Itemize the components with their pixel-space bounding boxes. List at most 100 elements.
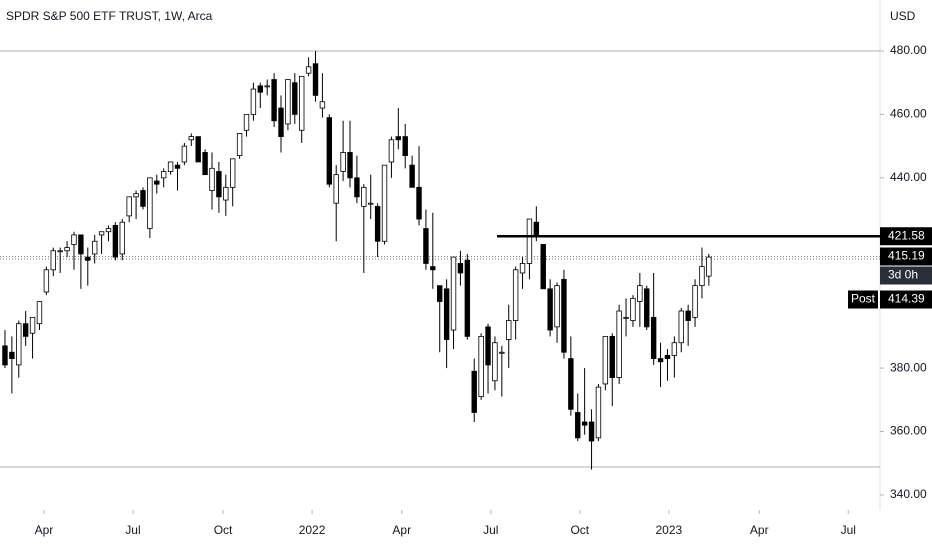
candle-body <box>374 205 381 242</box>
candle-body <box>216 171 222 198</box>
candle-body <box>16 323 22 366</box>
candle-body <box>264 85 270 88</box>
candle-body <box>450 256 457 331</box>
x-tick-label: Jul <box>125 523 140 537</box>
countdown-tag-bg <box>880 266 932 285</box>
candle-body <box>78 234 84 255</box>
candle-body <box>464 259 471 337</box>
candle-body <box>664 355 671 359</box>
candle-body <box>285 79 291 125</box>
candle-body <box>2 345 8 366</box>
candle-body <box>395 136 402 141</box>
candle-body <box>512 269 519 321</box>
last-price-tag-bg <box>880 247 932 266</box>
candle-body <box>630 297 636 321</box>
candle-body <box>22 323 29 337</box>
candle-body <box>547 288 553 331</box>
candle-body <box>257 85 264 93</box>
candle-body <box>347 152 353 179</box>
candle-body <box>575 412 581 439</box>
y-tick-label: 440.00 <box>890 170 927 184</box>
candle-body <box>616 310 622 379</box>
candle-body <box>340 152 346 172</box>
candle-body <box>85 256 91 261</box>
candle-body <box>588 421 595 442</box>
candle-body <box>50 250 56 271</box>
candle-body <box>271 79 277 122</box>
candle-body <box>326 117 333 185</box>
candle-body <box>533 221 540 236</box>
candle-body <box>506 320 512 340</box>
y-tick-label: 460.00 <box>890 107 927 121</box>
candle-body <box>437 285 443 302</box>
candle-body <box>430 266 436 271</box>
x-tick-label: Oct <box>570 523 589 537</box>
candle-body <box>333 174 339 204</box>
chart-title: SPDR S&P 500 ETF TRUST, 1W, Arca <box>6 9 213 23</box>
candle-body <box>188 136 194 141</box>
candle-body <box>195 136 201 163</box>
candle-body <box>568 358 574 410</box>
countdown-tag: 3d 0h <box>888 268 918 282</box>
candle-body <box>381 164 388 242</box>
candle-body <box>243 114 250 131</box>
candle-body <box>312 63 319 96</box>
candle-body <box>699 266 705 287</box>
y-tick-label: 480.00 <box>890 43 927 57</box>
x-tick-label: Jul <box>841 523 856 537</box>
candle-body <box>71 234 77 245</box>
candle-body <box>133 193 139 198</box>
post-price-tag-bg <box>880 290 932 309</box>
resistance-price-tag: 421.58 <box>888 228 925 242</box>
candle-body <box>229 158 236 188</box>
candle-body <box>706 256 712 277</box>
x-tick-label: Oct <box>214 523 233 537</box>
candle-body <box>519 263 526 274</box>
x-tick-label: 2022 <box>299 523 326 537</box>
last-price-tag: 415.19 <box>888 249 925 263</box>
candle-body <box>678 310 684 344</box>
candle-body <box>471 370 477 413</box>
candle-body <box>443 288 450 340</box>
candle-body <box>561 278 567 353</box>
candle-body <box>602 335 609 385</box>
candle-body <box>319 101 326 109</box>
y-tick-label: 340.00 <box>890 487 927 501</box>
candle-body <box>685 310 691 321</box>
candle-body <box>423 228 429 264</box>
candle-body <box>174 164 181 169</box>
x-tick-label: Jul <box>483 523 498 537</box>
post-label-bg <box>848 290 878 309</box>
candle-body <box>43 269 50 293</box>
x-tick-label: Apr <box>392 523 411 537</box>
candle-body <box>305 66 312 74</box>
candle-body <box>29 316 36 334</box>
candle-body <box>650 316 657 359</box>
candle-body <box>595 386 602 439</box>
candle-body <box>609 335 615 379</box>
currency-label: USD <box>890 9 916 23</box>
x-tick-label: 2023 <box>655 523 682 537</box>
candle-body <box>98 231 105 236</box>
candle-body <box>36 301 43 325</box>
candle-body <box>112 224 119 258</box>
candle-body <box>202 152 208 176</box>
candle-body <box>250 88 257 115</box>
candle-body <box>368 202 374 205</box>
candle-body <box>236 133 243 157</box>
candle-body <box>278 107 284 138</box>
candle-body <box>209 167 215 191</box>
candle-body <box>140 190 146 207</box>
resistance-price-tag-bg <box>880 227 932 246</box>
candle-body <box>181 145 188 163</box>
candle-body <box>388 139 395 163</box>
candle-body <box>402 136 408 157</box>
candle-body <box>105 228 112 233</box>
candle-body <box>57 250 63 253</box>
candle-body <box>671 342 678 356</box>
y-tick-label: 380.00 <box>890 360 927 374</box>
post-price-tag: 414.39 <box>888 292 925 306</box>
candle-body <box>167 161 174 172</box>
candle-body <box>478 335 484 398</box>
